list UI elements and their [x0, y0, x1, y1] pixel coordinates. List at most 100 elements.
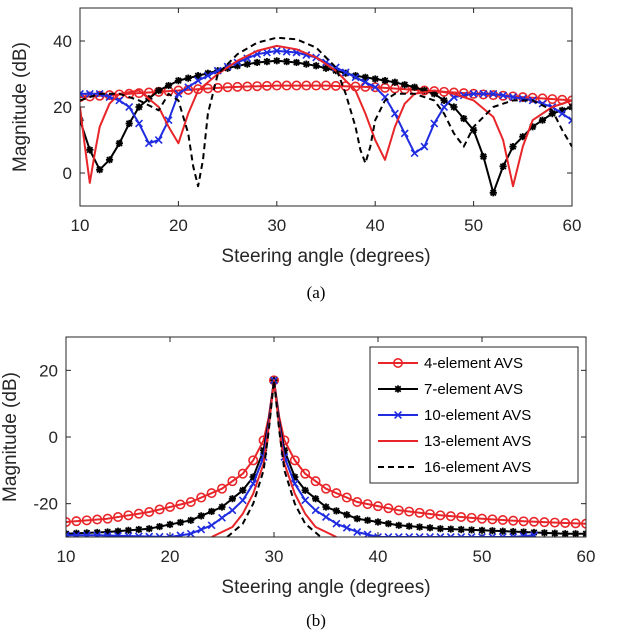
- star-marker-center: [552, 531, 557, 536]
- star-marker-center: [542, 530, 547, 536]
- circle-marker: [271, 80, 282, 91]
- star-marker-center: [407, 523, 412, 529]
- circle-marker: [570, 518, 581, 529]
- series-line-16-element-avs: [80, 36, 572, 188]
- star-marker-center: [126, 528, 131, 533]
- circle-marker: [281, 80, 292, 91]
- x-marker: [207, 521, 216, 530]
- circle-marker: [383, 503, 394, 514]
- circle-marker: [466, 512, 477, 523]
- star-marker-center: [115, 528, 121, 534]
- x-marker: [332, 519, 341, 528]
- x-marker: [568, 116, 572, 125]
- x-marker: [203, 71, 212, 80]
- star-marker-center: [427, 525, 433, 531]
- circle-marker: [185, 496, 196, 507]
- x-marker: [415, 533, 424, 537]
- x-marker: [361, 78, 370, 87]
- star-marker-center: [479, 528, 485, 533]
- y-tick-label: 40: [53, 32, 72, 51]
- star-marker-center: [186, 75, 191, 81]
- circle-marker: [320, 483, 331, 494]
- star-marker-center: [461, 116, 466, 121]
- legend-label: 16-element AVS: [424, 459, 531, 476]
- circle-marker: [341, 492, 352, 503]
- circle-marker: [518, 516, 529, 527]
- circle-marker: [311, 80, 322, 91]
- x-marker: [509, 533, 518, 537]
- circle-marker: [372, 501, 383, 512]
- x-marker: [519, 532, 528, 537]
- series-line-4-element-avs: [66, 379, 586, 525]
- x-marker: [394, 533, 403, 537]
- x-marker: [218, 513, 226, 522]
- x-marker: [394, 411, 402, 419]
- star-marker-center: [573, 531, 578, 536]
- circle-marker: [320, 80, 331, 91]
- star-marker-center: [365, 518, 370, 523]
- star-marker-center: [156, 88, 161, 93]
- circle-marker: [123, 510, 134, 521]
- chart-panel-a: 10 20 30 40 50 60 0 20 40 Steering angle (degrees…: [10, 7, 582, 302]
- star-marker-center: [313, 63, 319, 68]
- star-marker-center: [438, 526, 443, 531]
- star-marker-center: [441, 98, 447, 103]
- star-marker-center: [323, 66, 329, 71]
- x-marker: [446, 533, 455, 537]
- star-marker-center: [510, 144, 516, 149]
- x-marker: [194, 76, 203, 85]
- star-marker-center: [392, 80, 398, 85]
- legend: 4-element AVS 7-element AVS 10-element AVS…: [369, 346, 579, 484]
- x-marker: [72, 531, 81, 537]
- circle-marker: [539, 517, 550, 528]
- circle-marker: [66, 517, 71, 527]
- circle-marker: [528, 516, 539, 527]
- circle-marker: [102, 513, 113, 524]
- x-marker: [66, 531, 70, 537]
- x-marker: [436, 533, 445, 537]
- star-marker-center: [459, 527, 464, 532]
- star-marker-center: [240, 488, 245, 493]
- x-marker: [124, 532, 133, 537]
- x-marker: [498, 533, 507, 537]
- x-marker: [488, 533, 497, 537]
- star-marker-center: [448, 526, 453, 532]
- x-marker: [82, 531, 91, 537]
- x-marker: [144, 139, 153, 148]
- markers-10-element-avs: [66, 376, 538, 537]
- x-marker: [238, 496, 247, 505]
- legend-label: 7-element AVS: [424, 381, 523, 398]
- chart-panel-b: 10 20 30 40 50 60 -20 0 20 Steering angle (degree…: [0, 336, 595, 630]
- y-tick-label: 20: [39, 361, 58, 380]
- circle-marker: [291, 80, 302, 91]
- circle-marker: [331, 488, 342, 499]
- circle-marker: [414, 507, 425, 518]
- circle-marker: [227, 476, 238, 487]
- circle-marker: [456, 511, 467, 522]
- star-marker-center: [195, 73, 201, 78]
- star-marker-center: [304, 61, 309, 67]
- legend-item: 16-element AVS: [378, 459, 531, 476]
- circle-marker: [252, 81, 263, 92]
- x-marker: [405, 533, 414, 537]
- circle-marker: [217, 483, 228, 494]
- series-group: [66, 375, 586, 537]
- star-marker-center: [157, 524, 162, 529]
- circle-marker: [445, 511, 456, 522]
- x-marker: [103, 531, 112, 537]
- x-marker: [105, 93, 114, 102]
- x-marker: [301, 496, 310, 505]
- x-tick-label: 40: [369, 547, 388, 566]
- x-marker: [440, 103, 449, 111]
- star-marker-center: [176, 78, 181, 83]
- star-marker-center: [303, 488, 308, 493]
- plot-area: [80, 8, 572, 206]
- circle-marker: [330, 80, 341, 91]
- x-marker: [135, 119, 144, 128]
- circle-marker: [404, 506, 415, 517]
- circle-marker: [237, 468, 248, 479]
- star-marker-center: [245, 61, 250, 67]
- x-tick-label: 60: [563, 216, 582, 235]
- x-marker: [353, 528, 362, 536]
- series-line-13-element-avs: [211, 379, 337, 537]
